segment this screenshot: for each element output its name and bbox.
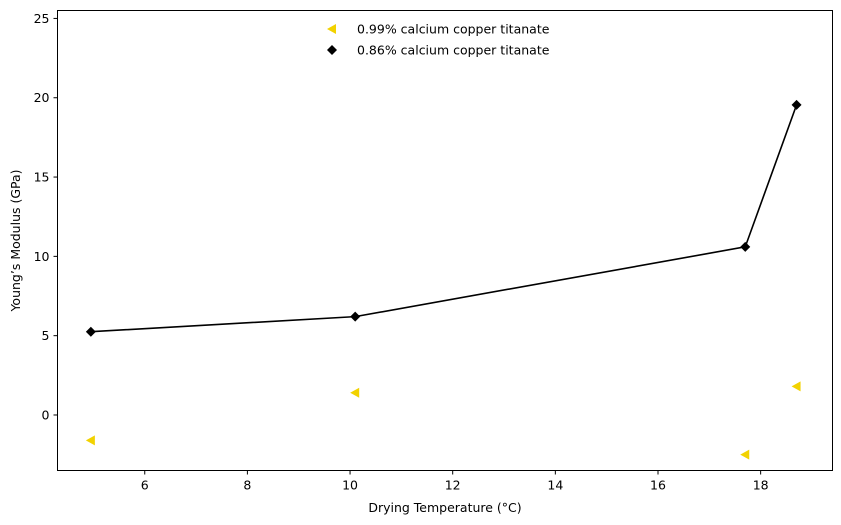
series-1-point-1: [350, 311, 361, 322]
x-axis-label: Drying Temperature (°C): [368, 500, 521, 515]
y-tick-label-2: 10: [34, 249, 50, 264]
legend-label-0: 0.99% calcium copper titanate: [357, 22, 550, 37]
plot-area-frame: [57, 10, 833, 471]
legend: 0.99% calcium copper titanate 0.86% calci…: [327, 22, 550, 58]
y-tick-label-4: 20: [34, 90, 50, 105]
x-tick-label-1: 8: [243, 478, 251, 493]
legend-marker-1: [327, 45, 337, 55]
y-axis-ticks: 0 5 10 15 20 25: [34, 11, 58, 422]
series-0-point-0: [85, 435, 95, 446]
x-tick-label-6: 18: [753, 478, 769, 493]
series-1-point-0: [85, 326, 96, 337]
legend-label-1: 0.86% calcium copper titanate: [357, 43, 550, 58]
series-1-point-2: [740, 241, 751, 252]
series-1-line: [90, 104, 798, 333]
x-tick-label-3: 12: [445, 478, 461, 493]
series-0-point-3: [791, 381, 801, 392]
y-tick-label-1: 5: [42, 328, 50, 343]
series-0-point-2: [740, 449, 750, 460]
x-tick-label-5: 16: [650, 478, 666, 493]
series-0-point-1: [350, 387, 360, 398]
x-tick-label-0: 6: [141, 478, 149, 493]
series-0: [85, 381, 801, 460]
x-tick-label-2: 10: [342, 478, 358, 493]
series-1: [85, 99, 802, 337]
y-axis-label: Young’s Modulus (GPa): [8, 169, 23, 312]
x-axis-ticks: 6 8 10 12 14 16 18: [141, 470, 769, 493]
series-layer: [85, 99, 802, 460]
legend-marker-0: [327, 24, 336, 34]
y-tick-label-5: 25: [34, 11, 50, 26]
series-1-point-3: [791, 99, 802, 110]
x-tick-label-4: 14: [547, 478, 563, 493]
y-tick-label-0: 0: [42, 407, 50, 422]
y-tick-label-3: 15: [34, 170, 50, 185]
